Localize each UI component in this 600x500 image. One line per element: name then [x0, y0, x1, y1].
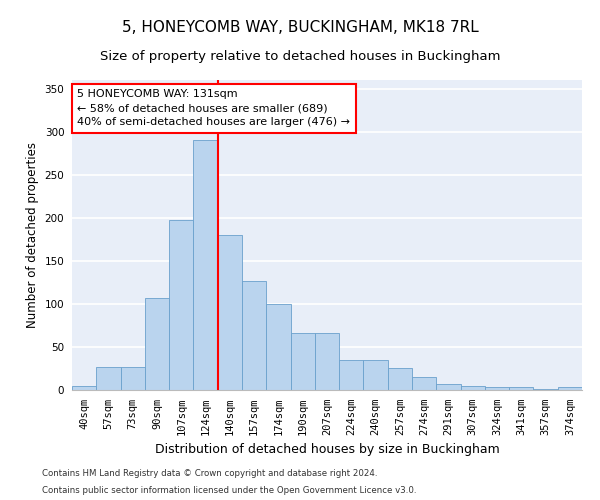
- Bar: [558, 388, 582, 390]
- Text: Size of property relative to detached houses in Buckingham: Size of property relative to detached ho…: [100, 50, 500, 63]
- Text: 5 HONEYCOMB WAY: 131sqm
← 58% of detached houses are smaller (689)
40% of semi-d: 5 HONEYCOMB WAY: 131sqm ← 58% of detache…: [77, 90, 350, 128]
- Bar: [315, 333, 339, 390]
- X-axis label: Distribution of detached houses by size in Buckingham: Distribution of detached houses by size …: [155, 444, 499, 456]
- Bar: [290, 333, 315, 390]
- Bar: [533, 389, 558, 390]
- Bar: [242, 280, 266, 390]
- Bar: [145, 298, 169, 390]
- Bar: [509, 386, 533, 390]
- Bar: [461, 386, 485, 390]
- Text: Contains public sector information licensed under the Open Government Licence v3: Contains public sector information licen…: [42, 486, 416, 495]
- Bar: [364, 360, 388, 390]
- Bar: [485, 386, 509, 390]
- Bar: [388, 368, 412, 390]
- Bar: [218, 235, 242, 390]
- Bar: [412, 377, 436, 390]
- Bar: [96, 367, 121, 390]
- Bar: [169, 220, 193, 390]
- Text: 5, HONEYCOMB WAY, BUCKINGHAM, MK18 7RL: 5, HONEYCOMB WAY, BUCKINGHAM, MK18 7RL: [122, 20, 478, 35]
- Bar: [436, 384, 461, 390]
- Y-axis label: Number of detached properties: Number of detached properties: [26, 142, 39, 328]
- Bar: [266, 304, 290, 390]
- Text: Contains HM Land Registry data © Crown copyright and database right 2024.: Contains HM Land Registry data © Crown c…: [42, 468, 377, 477]
- Bar: [121, 367, 145, 390]
- Bar: [72, 386, 96, 390]
- Bar: [339, 360, 364, 390]
- Bar: [193, 140, 218, 390]
